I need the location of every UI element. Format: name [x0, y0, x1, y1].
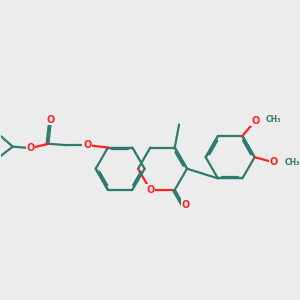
Text: O: O	[251, 116, 260, 126]
Text: O: O	[26, 143, 35, 153]
Text: O: O	[146, 185, 154, 195]
Text: O: O	[182, 200, 190, 210]
Text: CH₃: CH₃	[284, 158, 300, 167]
Text: O: O	[46, 115, 55, 124]
Text: CH₃: CH₃	[266, 115, 281, 124]
Text: O: O	[270, 158, 278, 167]
Text: O: O	[83, 140, 91, 150]
